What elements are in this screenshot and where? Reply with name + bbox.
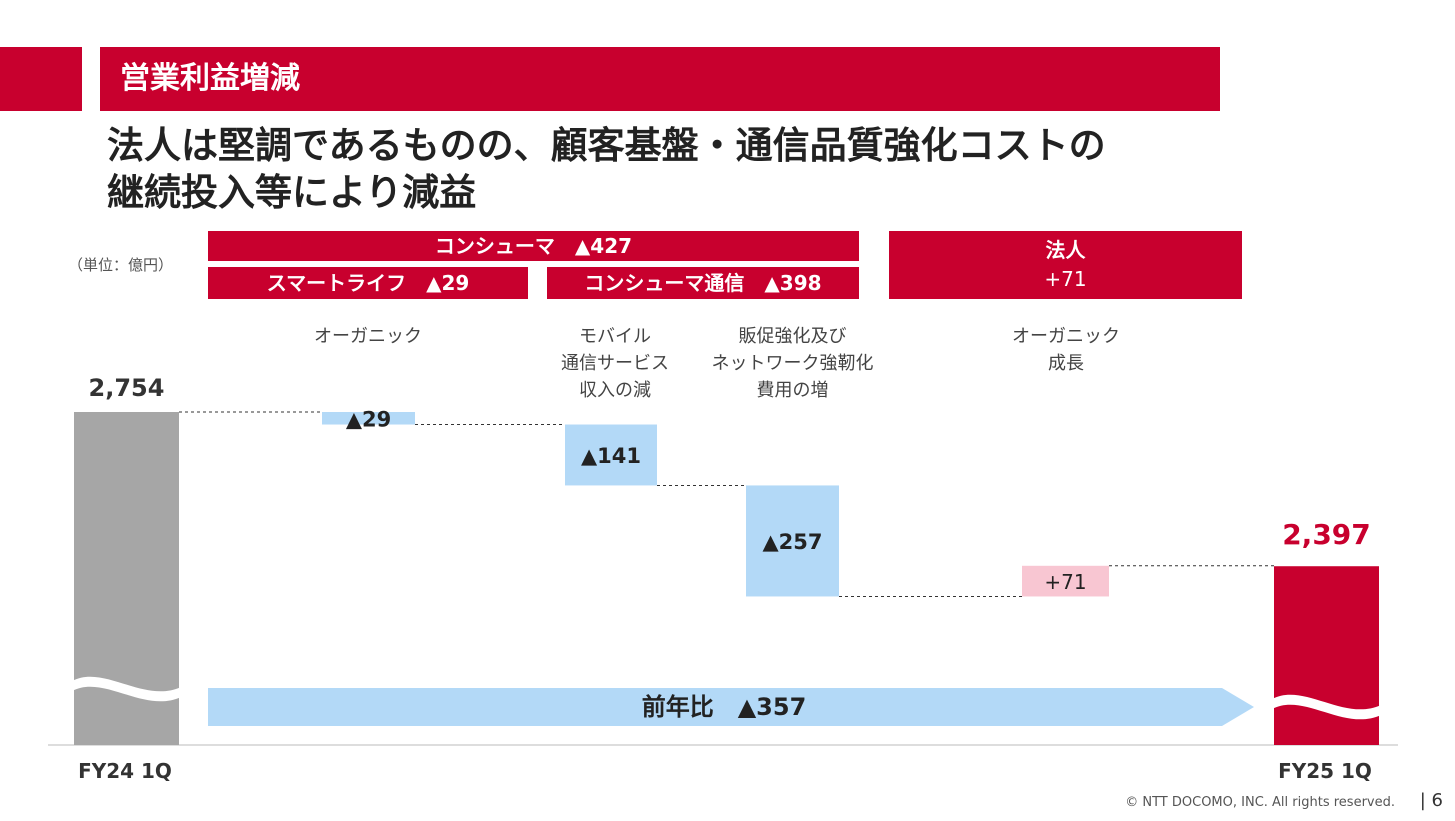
segment-corporate-name: 法人 xyxy=(1045,238,1086,262)
bar-step-3 xyxy=(746,485,839,597)
connector-lines xyxy=(179,411,1274,597)
headline: 法人は堅調であるものの、顧客基盤・通信品質強化コストの 継続投入等により減益 xyxy=(107,122,1337,216)
x-label-start: FY24 1Q xyxy=(78,759,172,783)
x-axis-labels: FY24 1Q FY25 1Q xyxy=(78,759,1372,783)
header-accent-block xyxy=(0,47,82,111)
value-label-step-2: ▲141 xyxy=(581,444,641,468)
axis-break-start xyxy=(72,676,181,702)
section-title: 営業利益増減 xyxy=(100,47,1220,111)
segment-smartlife: スマートライフ ▲29 xyxy=(208,267,528,299)
x-label-end: FY25 1Q xyxy=(1278,759,1372,783)
headline-line-1: 法人は堅調であるものの、顧客基盤・通信品質強化コストの xyxy=(107,124,1106,167)
yoy-arrow: 前年比 ▲357 xyxy=(208,688,1254,726)
step-label-mobile: モバイル 通信サービス 収入の減 xyxy=(561,326,669,401)
segment-consumer: コンシューマ ▲427 xyxy=(208,231,859,261)
value-label-end: 2,397 xyxy=(1282,518,1371,551)
yoy-arrow-shape xyxy=(208,688,1254,726)
footer-copyright: © NTT DOCOMO, INC. All rights reserved. xyxy=(1125,795,1395,810)
bar-step-4 xyxy=(1022,565,1109,597)
bar-step-1 xyxy=(322,412,415,425)
value-label-step-3: ▲257 xyxy=(763,530,823,554)
step-label-sales: 販促強化及び ネットワーク強靭化 費用の増 xyxy=(711,326,874,401)
step-label-organic: オーガニック xyxy=(314,326,422,347)
step-label-corp-organic: オーガニック 成長 xyxy=(1012,326,1120,374)
yoy-label: 前年比 ▲357 xyxy=(642,693,807,721)
value-label-step-4: +71 xyxy=(1044,570,1086,594)
bars xyxy=(72,412,1381,745)
bar-step-2 xyxy=(565,424,657,486)
segment-corporate: 法人 +71 xyxy=(889,231,1242,299)
segment-corporate-value: +71 xyxy=(1044,267,1087,291)
headline-line-2: 継続投入等により減益 xyxy=(107,171,477,214)
value-label-step-1: ▲29 xyxy=(346,407,391,431)
unit-label: （単位：億円） xyxy=(68,256,174,274)
value-label-start: 2,754 xyxy=(89,374,165,402)
bar-labels: 2,754 ▲29 ▲141 ▲257 +71 2,397 xyxy=(89,374,1371,594)
segment-consumer-comm: コンシューマ通信 ▲398 xyxy=(547,267,859,299)
axis-break-end xyxy=(1272,694,1381,720)
page-number: | 6 xyxy=(1419,790,1443,811)
